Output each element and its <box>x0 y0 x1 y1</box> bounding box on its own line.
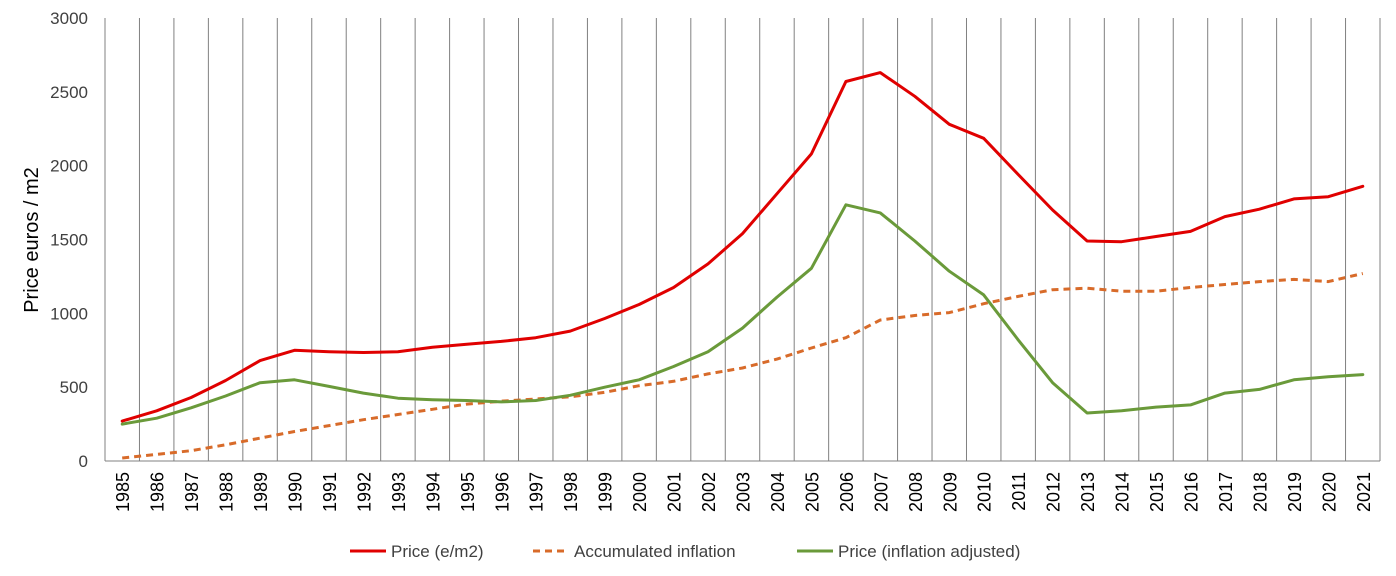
x-tick-label: 2003 <box>734 472 754 512</box>
x-tick-label: 1991 <box>320 472 340 512</box>
x-tick-label: 2007 <box>871 472 891 512</box>
x-axis: 1985 1986 1987 1988 1989 1990 1991 1992 1993 1994… <box>105 460 1380 512</box>
x-tick-label: 1999 <box>596 472 616 512</box>
series-line <box>122 272 1364 460</box>
x-tick-label: 1993 <box>389 472 409 512</box>
x-tick-label: 2011 <box>1009 472 1029 511</box>
x-tick-label: 2012 <box>1044 472 1064 512</box>
x-tick-label: 1990 <box>286 472 306 512</box>
x-tick-label: 1985 <box>113 472 133 512</box>
x-tick-label: 2001 <box>665 472 685 512</box>
x-tick-label: 2016 <box>1181 472 1201 512</box>
legend-label: Price (e/m2) <box>391 542 484 561</box>
y-tick-label: 500 <box>60 378 88 397</box>
x-tick-label: 2019 <box>1285 472 1305 512</box>
x-tick-label: 2006 <box>837 472 857 512</box>
y-tick-label: 0 <box>79 452 88 471</box>
y-axis-label: Price euros / m2 <box>21 167 43 313</box>
x-tick-label: 1987 <box>182 472 202 512</box>
x-tick-label: 2017 <box>1216 472 1236 512</box>
legend-label: Price (inflation adjusted) <box>838 542 1020 561</box>
x-tick-label: 2015 <box>1147 472 1167 512</box>
y-tick-label: 1000 <box>50 304 88 323</box>
x-tick-label: 2010 <box>975 472 995 512</box>
x-tick-label: 2002 <box>699 472 719 512</box>
legend: Price (e/m2) Accumulated inflation Price (… <box>350 542 1020 561</box>
x-tick-label: 2008 <box>906 472 926 512</box>
y-tick-label: 1500 <box>50 231 88 250</box>
y-tick-label: 3000 <box>50 9 88 28</box>
x-tick-label: 1997 <box>527 472 547 512</box>
x-tick-label: 1988 <box>217 472 237 512</box>
x-tick-label: 1989 <box>251 472 271 512</box>
x-tick-label: 1998 <box>561 472 581 512</box>
x-tick-label: 1995 <box>458 472 478 512</box>
y-tick-label: 2000 <box>50 157 88 176</box>
x-tick-label: 2005 <box>802 472 822 512</box>
x-tick-label: 2013 <box>1078 472 1098 512</box>
x-tick-label: 2021 <box>1354 472 1374 512</box>
vertical-gridlines <box>104 18 1381 461</box>
x-tick-label: 2004 <box>768 472 788 512</box>
y-axis: 0 500 1000 1500 2000 2500 3000 <box>50 9 88 471</box>
series-line <box>120 203 1365 426</box>
series-line <box>120 71 1365 423</box>
x-tick-label: 2020 <box>1319 472 1339 512</box>
legend-label: Accumulated inflation <box>574 542 736 561</box>
x-tick-label: 1994 <box>423 472 443 512</box>
x-tick-label: 2009 <box>940 472 960 512</box>
x-tick-label: 2018 <box>1250 472 1270 512</box>
y-tick-label: 2500 <box>50 83 88 102</box>
x-tick-label: 1992 <box>354 472 374 512</box>
x-tick-label: 1986 <box>148 472 168 512</box>
x-tick-label: 1996 <box>492 472 512 512</box>
x-tick-label: 2014 <box>1113 472 1133 512</box>
series-lines <box>120 71 1365 460</box>
x-tick-label: 2000 <box>630 472 650 512</box>
